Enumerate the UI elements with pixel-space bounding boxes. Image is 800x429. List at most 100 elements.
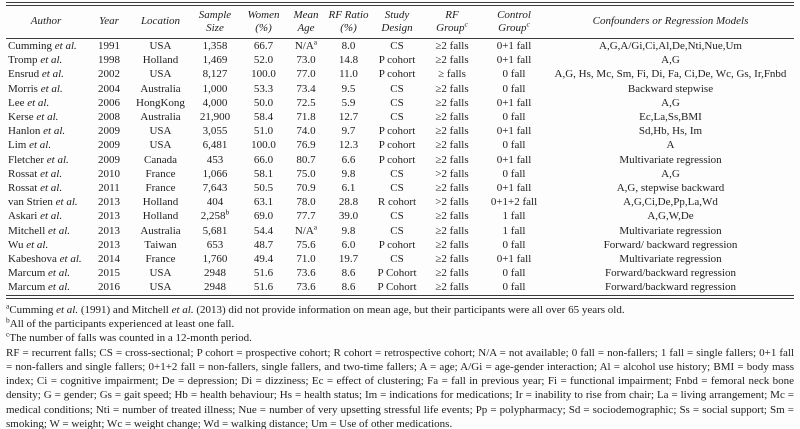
- cell-year: 2004: [98, 82, 120, 95]
- cell-rf_group: ≥2 falls: [435, 182, 469, 195]
- cell-author: Rossat et al.: [8, 167, 63, 180]
- cell-sample: 5,681: [202, 224, 228, 237]
- cell-author: Wu et al.: [8, 238, 49, 251]
- cell-author: Hanlon et al.: [8, 125, 66, 138]
- cell-women: 69.0: [253, 210, 274, 223]
- cell-design: P cohort: [378, 54, 416, 67]
- table-row: Mitchell et al. 2013 Australia 5,681 54.4 N/A…: [6, 223, 794, 238]
- cell-women: 58.4: [253, 111, 274, 124]
- cell-design: CS: [390, 111, 404, 124]
- cell-location: Holland: [142, 210, 179, 223]
- cell-rf_group: ≥2 falls: [435, 54, 469, 67]
- cell-sample: 3,055: [202, 125, 228, 138]
- column-header-sample: Sample Size: [189, 6, 241, 39]
- cell-rf_group: ≥2 falls: [435, 238, 469, 251]
- cell-year: 2013: [98, 196, 120, 209]
- cell-author: Ensrud et al.: [8, 68, 64, 81]
- column-header-design: Study Design: [371, 6, 423, 39]
- cell-author: Rossat et al.: [8, 182, 63, 195]
- cell-confounders: A,G, stepwise backward: [616, 182, 725, 195]
- cell-year: 2013: [98, 210, 120, 223]
- cell-sample: 1,469: [202, 54, 228, 67]
- cell-sample: 2948: [204, 281, 226, 294]
- cell-design: R cohort: [377, 196, 417, 209]
- table-row: Cumming et al. 1991 USA 1,358 66.7 N/Aa 8.0 CS ≥…: [6, 38, 794, 54]
- table-row: Rossat et al. 2011 France 7,643 50.5 70.9 6.1 C…: [6, 181, 794, 195]
- cell-control: 0 fall: [502, 167, 526, 180]
- cell-location: Australia: [140, 82, 181, 95]
- cell-rf_ratio: 12.3: [338, 139, 359, 152]
- cell-rf_ratio: 19.7: [338, 253, 359, 266]
- table-row: Lee et al. 2006 HongKong 4,000 50.0 72.5 5.9 CS…: [6, 96, 794, 110]
- table-row: van Strien et al. 2013 Holland 404 63.1 78.0 2…: [6, 195, 794, 209]
- cell-author: Morris et al.: [8, 82, 63, 95]
- cell-location: France: [145, 167, 176, 180]
- cell-year: 2002: [98, 68, 120, 81]
- cell-rf_group: ≥2 falls: [435, 281, 469, 294]
- cell-control: 0+1 fall: [496, 182, 532, 195]
- cell-confounders: Multivariate regression: [619, 253, 722, 266]
- cell-control: 0 fall: [502, 281, 526, 294]
- cell-rf_group: >2 falls: [435, 167, 469, 180]
- cell-women: 51.6: [253, 281, 274, 294]
- cell-rf_ratio: 28.8: [338, 196, 359, 209]
- cell-design: CS: [390, 40, 404, 52]
- table-row: Kabeshova et al. 2014 France 1,760 49.4 71.0 1…: [6, 252, 794, 266]
- cell-women: 51.0: [253, 125, 274, 138]
- column-header-location: Location: [132, 6, 189, 39]
- cell-confounders: A,G: [661, 167, 680, 180]
- table-bottom-rule: [6, 294, 794, 299]
- table-row: Wu et al. 2013 Taiwan 653 48.7 75.6 6.0 P cohor…: [6, 238, 794, 252]
- cell-confounders: A,G,Ci,De,Pp,La,Wd: [623, 196, 718, 209]
- cell-women: 66.0: [253, 153, 274, 166]
- cell-control: 0+1+2 fall: [490, 196, 538, 209]
- cell-design: CS: [390, 253, 404, 266]
- cell-control: 0+1 fall: [496, 96, 532, 109]
- cell-rf_group: ≥ falls: [438, 68, 466, 81]
- cell-women: 54.4: [253, 224, 274, 237]
- cell-control: 0 fall: [502, 238, 526, 251]
- cell-sample: 1,066: [202, 167, 228, 180]
- cell-confounders: Multivariate regression: [619, 224, 722, 237]
- cell-design: P Cohort: [377, 267, 417, 280]
- cell-rf_group: >2 falls: [435, 196, 469, 209]
- cell-age: 70.9: [296, 182, 316, 195]
- cell-age: 75.0: [296, 167, 316, 180]
- cell-women: 51.6: [253, 267, 274, 280]
- cell-confounders: A,G,W,De: [647, 210, 694, 223]
- cell-confounders: Backward stepwise: [627, 82, 714, 95]
- cell-control: 0 fall: [502, 111, 526, 124]
- cell-author: Askari et al.: [8, 210, 63, 223]
- cell-control: 1 fall: [502, 224, 526, 237]
- cell-age: 75.6: [296, 238, 316, 251]
- cell-design: P cohort: [378, 238, 416, 251]
- cell-confounders: A,G: [661, 96, 680, 109]
- cell-control: 0 fall: [502, 139, 526, 152]
- cell-age: 73.4: [296, 82, 316, 95]
- cell-rf_ratio: 9.8: [341, 224, 356, 237]
- table-row: Fletcher et al. 2009 Canada 453 66.0 80.7 6.6 P…: [6, 153, 794, 167]
- cell-year: 2011: [98, 182, 120, 195]
- cell-control: 0+1 fall: [496, 40, 532, 52]
- cell-author: Fletcher et al.: [8, 153, 69, 166]
- cell-design: CS: [390, 182, 404, 195]
- cell-rf_group: ≥2 falls: [435, 224, 469, 237]
- cell-rf_ratio: 9.8: [341, 167, 356, 180]
- table-row: Ensrud et al. 2002 USA 8,127 100.0 77.0 11.0 P …: [6, 67, 794, 81]
- cell-sample: 7,643: [202, 182, 228, 195]
- cell-location: Taiwan: [144, 238, 177, 251]
- cell-design: CS: [390, 82, 404, 95]
- cell-age: 73.6: [296, 281, 316, 294]
- footnotes: aCumming et al. (1991) and Mitchell et a…: [6, 302, 794, 429]
- cell-rf_group: ≥2 falls: [435, 253, 469, 266]
- column-header-rf_group: RF Groupc: [423, 6, 481, 39]
- cell-women: 50.5: [253, 182, 274, 195]
- cell-design: CS: [390, 210, 404, 223]
- cell-rf_ratio: 39.0: [338, 210, 359, 223]
- cell-author: Marcum et al.: [8, 281, 71, 294]
- cell-rf_ratio: 9.7: [341, 125, 356, 138]
- cell-year: 2009: [98, 125, 120, 138]
- column-header-author: Author: [6, 6, 86, 39]
- cell-rf_group: ≥2 falls: [435, 125, 469, 138]
- cell-women: 66.7: [253, 40, 274, 52]
